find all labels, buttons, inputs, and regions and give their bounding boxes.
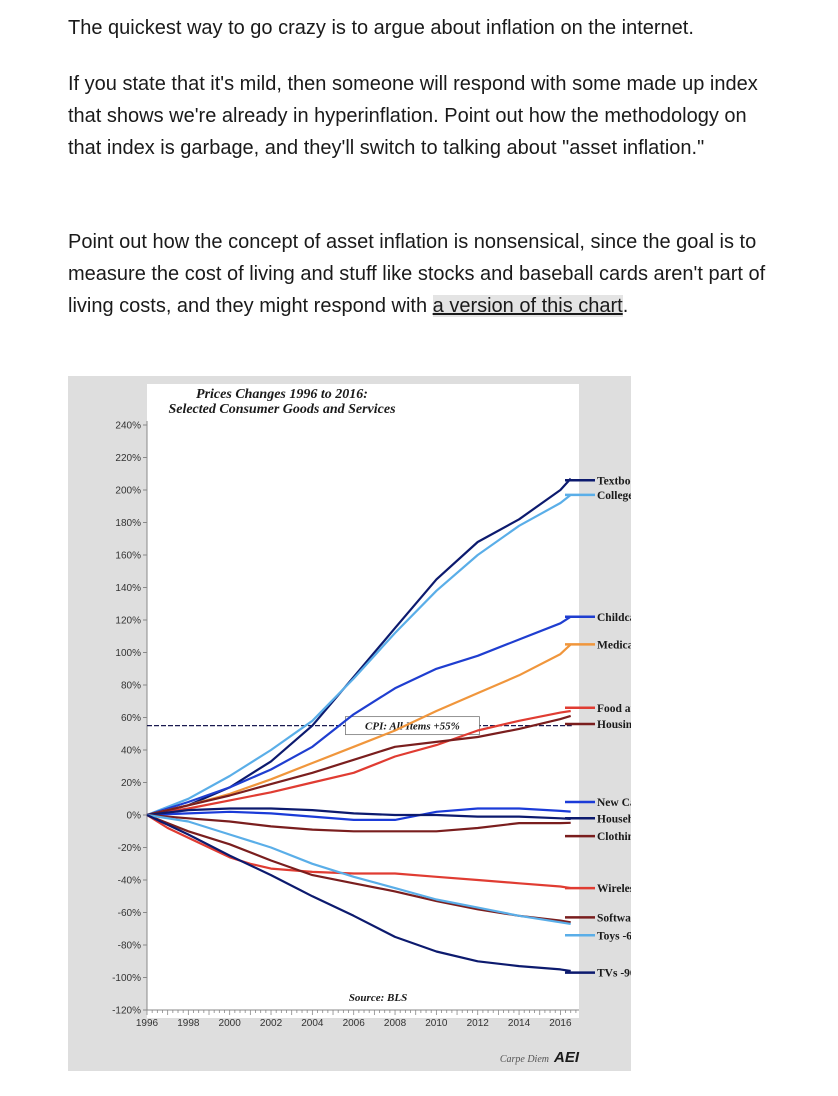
- y-tick-label: -40%: [118, 876, 141, 887]
- y-tick-label: 120%: [115, 616, 141, 627]
- legend-label: Housing +61%: [597, 719, 631, 731]
- cpi-label: CPI: All Items +55%: [365, 721, 460, 733]
- legend-label: College Tuition +197%: [597, 490, 631, 502]
- y-tick-label: 140%: [115, 583, 141, 594]
- x-tick-label: 2002: [260, 1018, 283, 1029]
- paragraph-1: The quickest way to go crazy is to argue…: [68, 17, 694, 39]
- y-tick-label: 240%: [115, 421, 141, 432]
- legend-label: Wireless Service -45%: [597, 883, 631, 895]
- chart-svg: Prices Changes 1996 to 2016: Selected Co…: [112, 384, 631, 1066]
- x-tick-label: 1996: [136, 1018, 159, 1029]
- legend-label: Toys -67%: [597, 930, 631, 942]
- series-lines: [146, 477, 572, 973]
- chart-link[interactable]: a version of this chart: [432, 295, 623, 317]
- y-tick-label: -20%: [118, 843, 141, 854]
- x-tick-label: 2014: [508, 1018, 531, 1029]
- y-tick-label: 20%: [121, 778, 141, 789]
- y-tick-label: -100%: [112, 973, 141, 984]
- legend-label: New Cars +2.1%: [597, 797, 631, 809]
- series-line-tvs: [146, 814, 571, 973]
- x-tick-label: 2004: [301, 1018, 324, 1029]
- y-tick-label: -60%: [118, 908, 141, 919]
- legend-label: Household Furnishings -2.4%: [597, 813, 631, 825]
- series-line-college-tuition: [146, 494, 572, 817]
- series-line-wireless-service: [146, 814, 571, 890]
- y-tick-label: 100%: [115, 648, 141, 659]
- x-tick-label: 2006: [343, 1018, 366, 1029]
- series-line-food-and-beverages: [146, 709, 571, 817]
- series-line-housing: [146, 714, 572, 817]
- footer-label: Carpe Diem: [500, 1054, 549, 1065]
- x-tick-label: 2000: [219, 1018, 242, 1029]
- y-tick-label: -120%: [112, 1006, 141, 1017]
- legend-label: Clothing -4.8%: [597, 831, 631, 843]
- x-tick-label: 2016: [549, 1018, 572, 1029]
- x-tick-label: 2008: [384, 1018, 407, 1029]
- chart-title-line2: Selected Consumer Goods and Services: [168, 402, 396, 417]
- legend-label: Childcare +122%: [597, 612, 631, 624]
- chart-title-line1: Prices Changes 1996 to 2016:: [196, 387, 368, 402]
- series-line-new-cars: [146, 807, 571, 821]
- cpi-label-box: [345, 716, 480, 736]
- paragraph-3: Point out how the concept of asset infla…: [68, 226, 768, 322]
- y-tick-label: 40%: [121, 746, 141, 757]
- y-tick-label: 0%: [127, 811, 142, 822]
- legend-label: Medical Care +105%: [597, 639, 631, 651]
- y-tick-label: 220%: [115, 453, 141, 464]
- y-axis: 240% 220% 200% 180% 160% 140% 120% 100% 80% 60% 40…: [112, 421, 148, 1017]
- x-tick-label: 2012: [467, 1018, 490, 1029]
- aei-logo: AEI: [553, 1049, 580, 1066]
- series-line-medical-care: [146, 643, 572, 817]
- plot-background: [147, 384, 579, 1018]
- series-line-childcare: [146, 615, 572, 817]
- y-tick-label: 80%: [121, 681, 141, 692]
- y-tick-label: 200%: [115, 486, 141, 497]
- paragraph-3-text: Point out how the concept of asset infla…: [68, 231, 766, 317]
- y-tick-label: -80%: [118, 941, 141, 952]
- series-line-clothing: [146, 813, 571, 833]
- y-tick-label: 60%: [121, 713, 141, 724]
- price-changes-chart: Prices Changes 1996 to 2016: Selected Co…: [68, 376, 631, 1071]
- y-tick-label: 180%: [115, 518, 141, 529]
- x-tick-label: 2010: [425, 1018, 448, 1029]
- legend: Textbooks +207% College Tuition +197% Chil…: [565, 475, 631, 980]
- legend-label: TVs -96%: [597, 968, 631, 980]
- legend-label: Food and Beverages +64%: [597, 703, 631, 715]
- source-label: Source: BLS: [349, 992, 407, 1004]
- x-tick-label: 1998: [177, 1018, 200, 1029]
- legend-label: Textbooks +207%: [597, 475, 631, 487]
- series-line-toys: [146, 813, 571, 925]
- paragraph-2: If you state that it's mild, then someon…: [68, 73, 758, 159]
- series-line-household-furnishings: [146, 807, 571, 820]
- y-tick-label: 160%: [115, 551, 141, 562]
- paragraph-3-end: .: [622, 295, 629, 317]
- x-axis: 1996 1998 2000 2002 2004 2006 2008 2010 2012 2014…: [136, 1009, 579, 1029]
- legend-label: Software -66%: [597, 912, 631, 924]
